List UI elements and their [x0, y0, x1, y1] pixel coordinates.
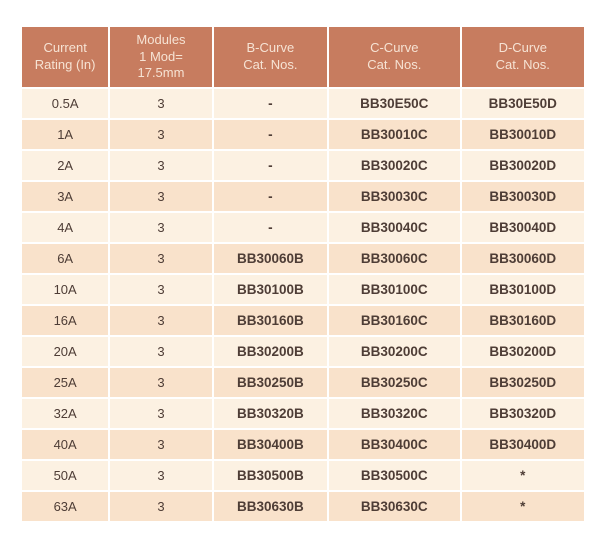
cell-modules: 3: [110, 337, 212, 366]
cell-b-curve-cat-no: BB30100B: [213, 275, 328, 304]
cell-b-curve-cat-no: BB30200B: [213, 337, 328, 366]
table-row: 1A 3 - BB30010C BB30010D: [22, 120, 584, 149]
cell-current-rating: 0.5A: [22, 89, 109, 118]
cell-modules: 3: [110, 89, 212, 118]
table-header: Current Rating (In) Modules 1 Mod= 17.5m…: [22, 27, 584, 87]
cell-current-rating: 40A: [22, 430, 109, 459]
table-row: 6A 3 BB30060B BB30060C BB30060D: [22, 244, 584, 273]
cell-c-curve-cat-no: BB30200C: [329, 337, 460, 366]
table-row: 4A 3 - BB30040C BB30040D: [22, 213, 584, 242]
cell-d-curve-cat-no: BB30400D: [461, 430, 584, 459]
cell-c-curve-cat-no: BB30320C: [329, 399, 460, 428]
cell-current-rating: 10A: [22, 275, 109, 304]
cell-d-curve-cat-no: BB30100D: [461, 275, 584, 304]
cell-c-curve-cat-no: BB30160C: [329, 306, 460, 335]
cell-modules: 3: [110, 461, 212, 490]
header-b-curve: B-Curve Cat. Nos.: [213, 27, 328, 87]
cell-current-rating: 3A: [22, 182, 109, 211]
cell-modules: 3: [110, 492, 212, 521]
table-row: 3A 3 - BB30030C BB30030D: [22, 182, 584, 211]
cell-c-curve-cat-no: BB30060C: [329, 244, 460, 273]
cell-current-rating: 16A: [22, 306, 109, 335]
cell-b-curve-cat-no: BB30250B: [213, 368, 328, 397]
cell-d-curve-cat-no: BB30E50D: [461, 89, 584, 118]
table-body: 0.5A 3 - BB30E50C BB30E50D 1A 3 - BB3001…: [22, 89, 584, 521]
cell-b-curve-cat-no: BB30500B: [213, 461, 328, 490]
cell-current-rating: 4A: [22, 213, 109, 242]
cell-c-curve-cat-no: BB30E50C: [329, 89, 460, 118]
table-row: 16A 3 BB30160B BB30160C BB30160D: [22, 306, 584, 335]
cell-b-curve-cat-no: -: [213, 120, 328, 149]
cell-d-curve-cat-no: *: [461, 492, 584, 521]
cell-b-curve-cat-no: -: [213, 213, 328, 242]
cell-current-rating: 32A: [22, 399, 109, 428]
cell-current-rating: 25A: [22, 368, 109, 397]
cell-d-curve-cat-no: BB30200D: [461, 337, 584, 366]
header-row: Current Rating (In) Modules 1 Mod= 17.5m…: [22, 27, 584, 87]
cell-c-curve-cat-no: BB30400C: [329, 430, 460, 459]
table-row: 63A 3 BB30630B BB30630C *: [22, 492, 584, 521]
table-row: 2A 3 - BB30020C BB30020D: [22, 151, 584, 180]
cell-b-curve-cat-no: BB30320B: [213, 399, 328, 428]
cell-current-rating: 1A: [22, 120, 109, 149]
cell-c-curve-cat-no: BB30010C: [329, 120, 460, 149]
cell-c-curve-cat-no: BB30100C: [329, 275, 460, 304]
cell-c-curve-cat-no: BB30500C: [329, 461, 460, 490]
cell-current-rating: 2A: [22, 151, 109, 180]
cell-modules: 3: [110, 120, 212, 149]
cell-d-curve-cat-no: *: [461, 461, 584, 490]
cell-c-curve-cat-no: BB30250C: [329, 368, 460, 397]
cell-d-curve-cat-no: BB30040D: [461, 213, 584, 242]
cell-modules: 3: [110, 244, 212, 273]
cell-modules: 3: [110, 399, 212, 428]
cell-c-curve-cat-no: BB30030C: [329, 182, 460, 211]
table-row: 0.5A 3 - BB30E50C BB30E50D: [22, 89, 584, 118]
cell-modules: 3: [110, 306, 212, 335]
cell-modules: 3: [110, 430, 212, 459]
cell-b-curve-cat-no: -: [213, 89, 328, 118]
table-row: 50A 3 BB30500B BB30500C *: [22, 461, 584, 490]
cell-modules: 3: [110, 182, 212, 211]
cell-b-curve-cat-no: BB30160B: [213, 306, 328, 335]
cell-d-curve-cat-no: BB30020D: [461, 151, 584, 180]
header-c-curve: C-Curve Cat. Nos.: [329, 27, 460, 87]
table-row: 40A 3 BB30400B BB30400C BB30400D: [22, 430, 584, 459]
cell-b-curve-cat-no: BB30400B: [213, 430, 328, 459]
cell-c-curve-cat-no: BB30630C: [329, 492, 460, 521]
cell-b-curve-cat-no: BB30060B: [213, 244, 328, 273]
cell-c-curve-cat-no: BB30040C: [329, 213, 460, 242]
cell-d-curve-cat-no: BB30010D: [461, 120, 584, 149]
cell-b-curve-cat-no: BB30630B: [213, 492, 328, 521]
table-row: 20A 3 BB30200B BB30200C BB30200D: [22, 337, 584, 366]
cell-current-rating: 63A: [22, 492, 109, 521]
cell-d-curve-cat-no: BB30250D: [461, 368, 584, 397]
cell-current-rating: 20A: [22, 337, 109, 366]
cell-modules: 3: [110, 151, 212, 180]
cell-modules: 3: [110, 213, 212, 242]
cell-modules: 3: [110, 368, 212, 397]
header-modules: Modules 1 Mod= 17.5mm: [110, 27, 212, 87]
breaker-catalog-table: Current Rating (In) Modules 1 Mod= 17.5m…: [20, 25, 586, 523]
table-row: 10A 3 BB30100B BB30100C BB30100D: [22, 275, 584, 304]
cell-d-curve-cat-no: BB30320D: [461, 399, 584, 428]
cell-c-curve-cat-no: BB30020C: [329, 151, 460, 180]
cell-d-curve-cat-no: BB30160D: [461, 306, 584, 335]
cell-d-curve-cat-no: BB30030D: [461, 182, 584, 211]
header-d-curve: D-Curve Cat. Nos.: [461, 27, 584, 87]
cell-current-rating: 50A: [22, 461, 109, 490]
header-current-rating: Current Rating (In): [22, 27, 109, 87]
table-row: 32A 3 BB30320B BB30320C BB30320D: [22, 399, 584, 428]
cell-b-curve-cat-no: -: [213, 151, 328, 180]
cell-current-rating: 6A: [22, 244, 109, 273]
table-row: 25A 3 BB30250B BB30250C BB30250D: [22, 368, 584, 397]
cell-modules: 3: [110, 275, 212, 304]
cell-b-curve-cat-no: -: [213, 182, 328, 211]
cell-d-curve-cat-no: BB30060D: [461, 244, 584, 273]
